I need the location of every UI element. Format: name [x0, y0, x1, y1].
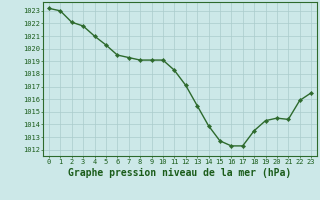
X-axis label: Graphe pression niveau de la mer (hPa): Graphe pression niveau de la mer (hPa): [68, 168, 292, 178]
